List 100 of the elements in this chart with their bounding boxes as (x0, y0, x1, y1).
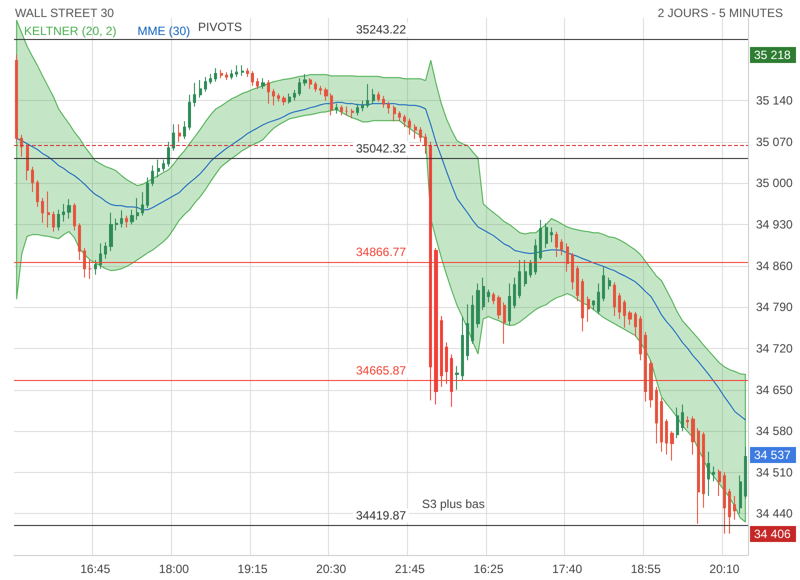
candlestick (723, 472, 726, 534)
candlestick (94, 259, 97, 276)
candlestick (141, 192, 144, 216)
y-tick-label: 35 140 (756, 94, 794, 108)
candlestick (345, 106, 348, 116)
candlestick (120, 210, 123, 228)
candlestick (372, 88, 375, 104)
candlestick (697, 428, 700, 524)
text: MME (30) (137, 24, 190, 38)
candlestick (351, 108, 354, 119)
candlestick (220, 69, 223, 79)
candlestick (571, 252, 574, 290)
candlestick (587, 296, 590, 322)
candlestick (524, 259, 527, 287)
x-tick-label: 18:00 (158, 562, 190, 576)
candlestick (256, 78, 259, 90)
candlestick (733, 495, 736, 520)
candlestick (209, 74, 212, 85)
candlestick (508, 283, 511, 326)
candlestick (712, 466, 715, 482)
candlestick (707, 451, 710, 496)
candlestick (324, 87, 328, 102)
candlestick (466, 304, 469, 361)
candlestick (608, 277, 611, 290)
candlestick (136, 197, 139, 220)
candlestick (104, 242, 107, 260)
candlestick (691, 416, 695, 456)
legend-label: KELTNER (20, 2) (24, 24, 116, 38)
candlestick (225, 72, 228, 80)
candlestick (592, 300, 595, 311)
y-tick-label: 34 790 (756, 300, 794, 314)
candlestick (188, 94, 191, 131)
candlestick (319, 85, 322, 96)
candlestick (576, 265, 579, 302)
candlestick (298, 78, 301, 96)
x-tick-label: 19:15 (238, 562, 268, 576)
candlestick (204, 76, 207, 92)
candlestick (639, 316, 642, 361)
candlestick (293, 89, 296, 102)
candlestick (487, 288, 490, 303)
candlestick (702, 432, 705, 508)
chart-subtitle: 2 JOURS - 5 MINUTES (658, 6, 784, 20)
candlestick (681, 404, 684, 432)
candlestick (455, 366, 459, 390)
candlestick (550, 226, 553, 243)
candlestick (235, 64, 238, 78)
candlestick (613, 282, 616, 317)
candlestick (267, 79, 270, 104)
candlestick (555, 231, 558, 258)
x-tick-label: 21:45 (394, 562, 426, 576)
candlestick (282, 95, 286, 106)
candlestick (744, 446, 747, 500)
candlestick (492, 292, 495, 305)
candlestick (655, 386, 658, 444)
candlestick (366, 84, 369, 108)
y-tick-label: 35 070 (756, 134, 794, 149)
candlestick (560, 238, 563, 256)
candlestick (356, 103, 359, 116)
candlestick (83, 248, 86, 278)
candlestick (545, 222, 548, 249)
candlestick (461, 316, 464, 382)
y-tick-label: 34 860 (756, 258, 794, 273)
candlestick (99, 242, 102, 270)
candlestick (628, 310, 632, 326)
y-tick-label: 34 510 (756, 465, 794, 480)
x-tick-label: 17:40 (552, 562, 582, 576)
candlestick (476, 283, 480, 328)
x-tick-label: 16:25 (473, 562, 504, 576)
text: 34 406 (754, 527, 792, 541)
candlestick (398, 110, 401, 122)
candlestick (419, 126, 422, 142)
candlestick (414, 124, 417, 140)
ref-line-label: 35243.22 (356, 22, 406, 37)
candlestick (26, 144, 29, 181)
candlestick (497, 294, 501, 320)
candlestick (634, 311, 637, 338)
candlestick (303, 74, 307, 86)
candlestick (649, 360, 653, 408)
candlestick (534, 238, 537, 276)
candlestick (183, 120, 186, 140)
candlestick (36, 180, 39, 208)
candlestick (623, 300, 626, 328)
candlestick (335, 103, 338, 114)
y-tick-label: 34 720 (756, 341, 794, 356)
candlestick (393, 104, 396, 122)
candlestick (47, 190, 50, 228)
candlestick (230, 69, 233, 80)
candlestick (581, 278, 584, 332)
candlestick (424, 133, 427, 154)
candlestick (403, 114, 406, 128)
candlestick (408, 118, 411, 136)
candlestick (15, 54, 18, 142)
candlestick (377, 91, 380, 102)
candlestick (178, 124, 181, 142)
candlestick (566, 242, 569, 272)
candlestick (62, 203, 65, 222)
candlestick (670, 430, 674, 462)
candlestick (272, 88, 275, 106)
candlestick (471, 294, 474, 344)
candlestick (151, 165, 154, 187)
